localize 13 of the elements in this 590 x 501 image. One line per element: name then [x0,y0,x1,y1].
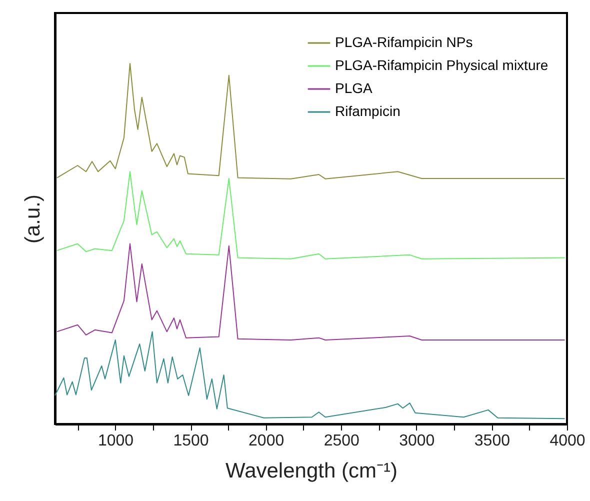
legend-label: PLGA-Rifampicin NPs [335,34,473,50]
x-tick-label: 1000 [98,432,134,450]
x-tick-label: 4000 [550,432,586,450]
legend-label: Rifampicin [335,103,400,119]
x-tick-label: 2000 [248,432,284,450]
x-tick-label: 2500 [324,432,360,450]
x-axis-title: Wavelength (cm⁻¹) [226,460,398,482]
x-tick-label: 3000 [399,432,435,450]
legend-label: PLGA [335,80,374,96]
x-tick-label: 1500 [173,432,209,450]
legend-label: PLGA-Rifampicin Physical mixture [335,57,548,73]
x-tick-label: 3500 [474,432,510,450]
y-axis-title: (a.u.) [22,194,44,244]
